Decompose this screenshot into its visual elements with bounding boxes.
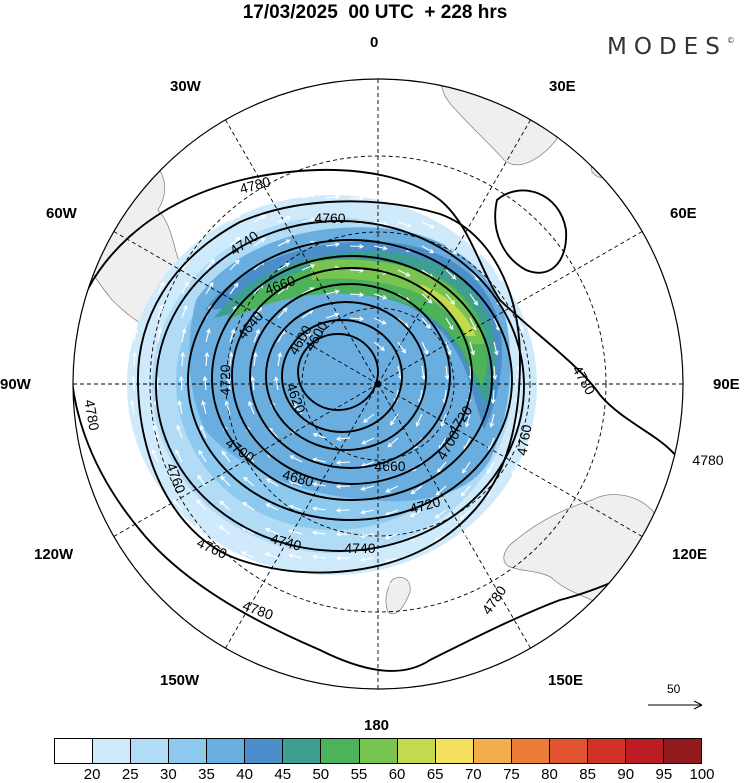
reference-vector-label: 50 [667,682,680,696]
wind-vector [182,236,190,246]
colorbar-label: 60 [389,766,406,783]
colorbar-swatch [321,739,359,763]
contour-label: 4760 [313,210,346,226]
colorbar-label: 75 [503,766,520,783]
contour-label-text: 4720 [217,364,233,395]
wind-vector [206,213,216,222]
contour-label: 4780 [81,397,103,433]
lon-label-90w: 90W [0,376,31,393]
colorbar-label: 45 [274,766,291,783]
colorbar-label: 90 [617,766,634,783]
land-australia [504,495,667,608]
contour-label-text: 4780 [241,597,276,623]
colorbar-label: 70 [465,766,482,783]
land-madagascar [590,153,620,177]
colorbar-swatch [207,739,245,763]
contour-label-text: 4660 [374,458,405,474]
colorbar-swatch [93,739,131,763]
colorbar-label: 50 [312,766,329,783]
lon-label-30e: 30E [549,78,576,95]
lon-label-120e: 120E [672,546,707,563]
colorbar-swatch [360,739,398,763]
colorbar-label: 95 [656,766,673,783]
wind-vector [485,510,494,520]
colorbar-swatch [169,739,207,763]
contour-label: 4780 [691,452,724,468]
colorbar-swatch [626,739,664,763]
wind-vector [337,486,350,487]
contour-label-text: 4780 [81,398,102,432]
wind-vector [350,270,363,271]
contour-label: 4780 [569,362,600,399]
colorbar-swatch [436,739,474,763]
colorbar-swatch [131,739,169,763]
colorbar-label: 35 [198,766,215,783]
contour-label: 4780 [478,582,510,619]
contour-4780-east [495,190,566,272]
colorbar-swatch [550,739,588,763]
colorbar-label: 20 [84,766,101,783]
lon-label-0: 0 [370,34,378,51]
colorbar-swatch [664,739,701,763]
colorbar [54,738,702,764]
colorbar-swatch [512,739,550,763]
colorbar-swatch [474,739,512,763]
colorbar-label: 55 [351,766,368,783]
south-pole-dot [375,381,381,387]
wind-vector [460,534,470,542]
wind-vector [494,246,503,256]
colorbar-swatch [245,739,283,763]
colorbar-label: 30 [160,766,177,783]
contour-label-text: 4780 [238,173,272,197]
colorbar-swatch [398,739,436,763]
lon-label-30w: 30W [170,78,201,95]
colorbar-label: 80 [541,766,558,783]
colorbar-swatch [55,739,93,763]
contour-label: 4780 [240,597,277,623]
colorbar-swatch [588,739,626,763]
lon-label-150w: 150W [160,672,199,689]
colorbar-label: 25 [122,766,139,783]
contour-label: 4660 [373,458,406,474]
contour-label: 4740 [343,540,376,556]
contour-label: 4720 [217,363,233,396]
colorbar-label: 100 [689,766,714,783]
land-new-zealand [386,577,410,613]
contour-label-text: 4780 [692,452,723,468]
reference-vector [648,701,702,709]
lon-label-120w: 120W [34,546,73,563]
wind-vector [470,222,480,230]
lon-label-90e: 90E [713,376,740,393]
lon-label-60w: 60W [46,205,77,222]
contour-label-text: 4740 [344,540,375,556]
lon-label-180: 180 [364,717,389,734]
land-africa [442,74,561,165]
lon-label-60e: 60E [670,205,697,222]
colorbar-label: 65 [427,766,444,783]
colorbar-label: 40 [236,766,253,783]
lon-label-150e: 150E [548,672,583,689]
colorbar-label: 85 [579,766,596,783]
colorbar-swatch [283,739,321,763]
contour-label-text: 4760 [314,210,345,226]
